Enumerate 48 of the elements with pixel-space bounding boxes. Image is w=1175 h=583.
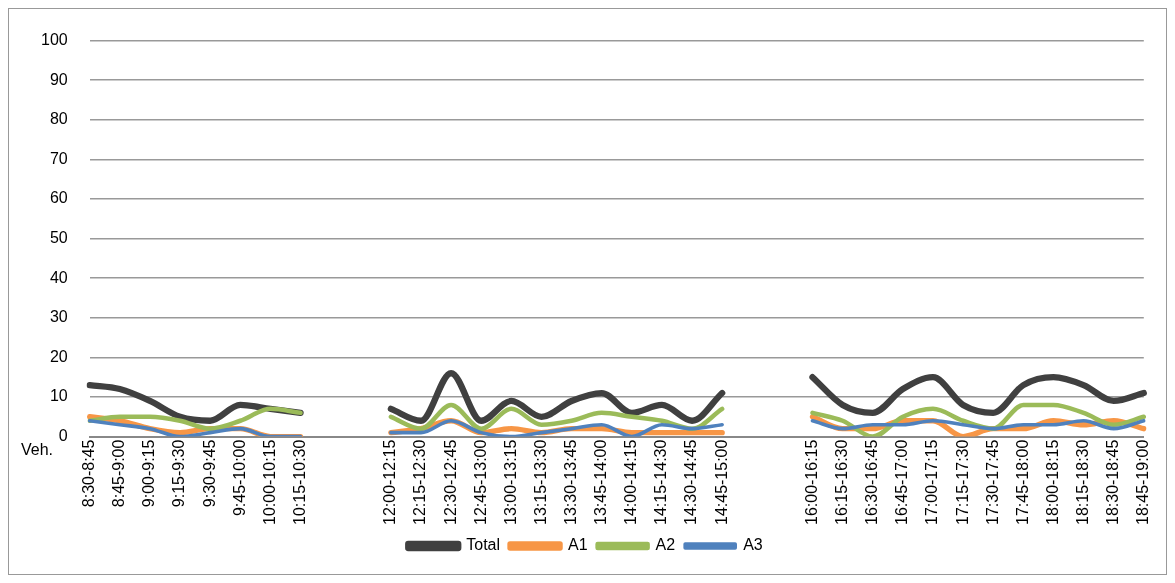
x-tick-label: 14:45-15:00: [712, 439, 730, 525]
x-tick-label: 13:15-13:30: [531, 439, 549, 525]
y-tick-label: 50: [49, 229, 68, 246]
legend-label: A2: [655, 536, 676, 554]
x-tick-label: 12:00-12:15: [381, 439, 399, 525]
y-tick-label: 30: [49, 308, 68, 326]
x-tick-label: 18:45-19:00: [1134, 439, 1152, 525]
x-tick-label: 17:15-17:30: [953, 439, 971, 525]
x-tick-label: 13:45-14:00: [592, 439, 610, 525]
legend-label: Total: [466, 536, 501, 554]
x-tick-label: 14:30-14:45: [682, 439, 700, 525]
x-tick-label: 16:45-17:00: [893, 439, 911, 525]
x-tick-label: 18:00-18:15: [1043, 439, 1061, 525]
x-tick-label: 17:00-17:15: [923, 439, 941, 525]
x-tick-label: 8:30-8:45: [80, 439, 98, 508]
x-tick-label: 16:15-16:30: [833, 439, 851, 525]
x-tick-label: 9:45-10:00: [230, 439, 248, 517]
x-tick-label: 9:30-9:45: [200, 439, 218, 508]
y-tick-label: 100: [40, 31, 68, 49]
y-tick-label: 20: [49, 347, 68, 365]
legend-label: A3: [743, 536, 763, 554]
y-tick-label: 60: [49, 189, 68, 207]
x-tick-label: 18:30-18:45: [1104, 439, 1122, 525]
x-tick-label: 16:30-16:45: [863, 439, 881, 525]
x-tick-label: 12:15-12:30: [411, 439, 429, 525]
x-tick-label: 13:00-13:15: [501, 439, 519, 525]
x-tick-label: 9:15-9:30: [170, 439, 188, 508]
y-axis-title: Veh.: [21, 441, 54, 458]
x-tick-label: 8:45-9:00: [110, 439, 128, 508]
x-tick-label: 13:30-13:45: [561, 439, 579, 525]
legend-label: A1: [568, 536, 588, 554]
y-tick-label: 70: [49, 149, 68, 167]
y-tick-label: 10: [49, 387, 68, 405]
y-tick-label: 0: [58, 427, 68, 444]
x-tick-label: 12:45-13:00: [471, 439, 489, 525]
x-tick-label: 17:45-18:00: [1013, 439, 1031, 525]
x-tick-label: 14:15-14:30: [652, 439, 670, 525]
y-tick-label: 90: [49, 70, 68, 88]
y-tick-label: 80: [49, 110, 68, 128]
x-tick-label: 9:00-9:15: [140, 439, 158, 508]
x-tick-label: 17:30-17:45: [983, 439, 1001, 525]
x-tick-label: 18:15-18:30: [1073, 439, 1091, 525]
y-tick-label: 40: [49, 268, 68, 286]
x-tick-label: 16:00-16:15: [802, 439, 820, 525]
x-tick-label: 12:30-12:45: [441, 439, 459, 525]
x-tick-label: 10:00-10:15: [260, 439, 278, 525]
x-tick-label: 14:00-14:15: [622, 439, 640, 525]
x-tick-label: 10:15-10:30: [290, 439, 308, 525]
